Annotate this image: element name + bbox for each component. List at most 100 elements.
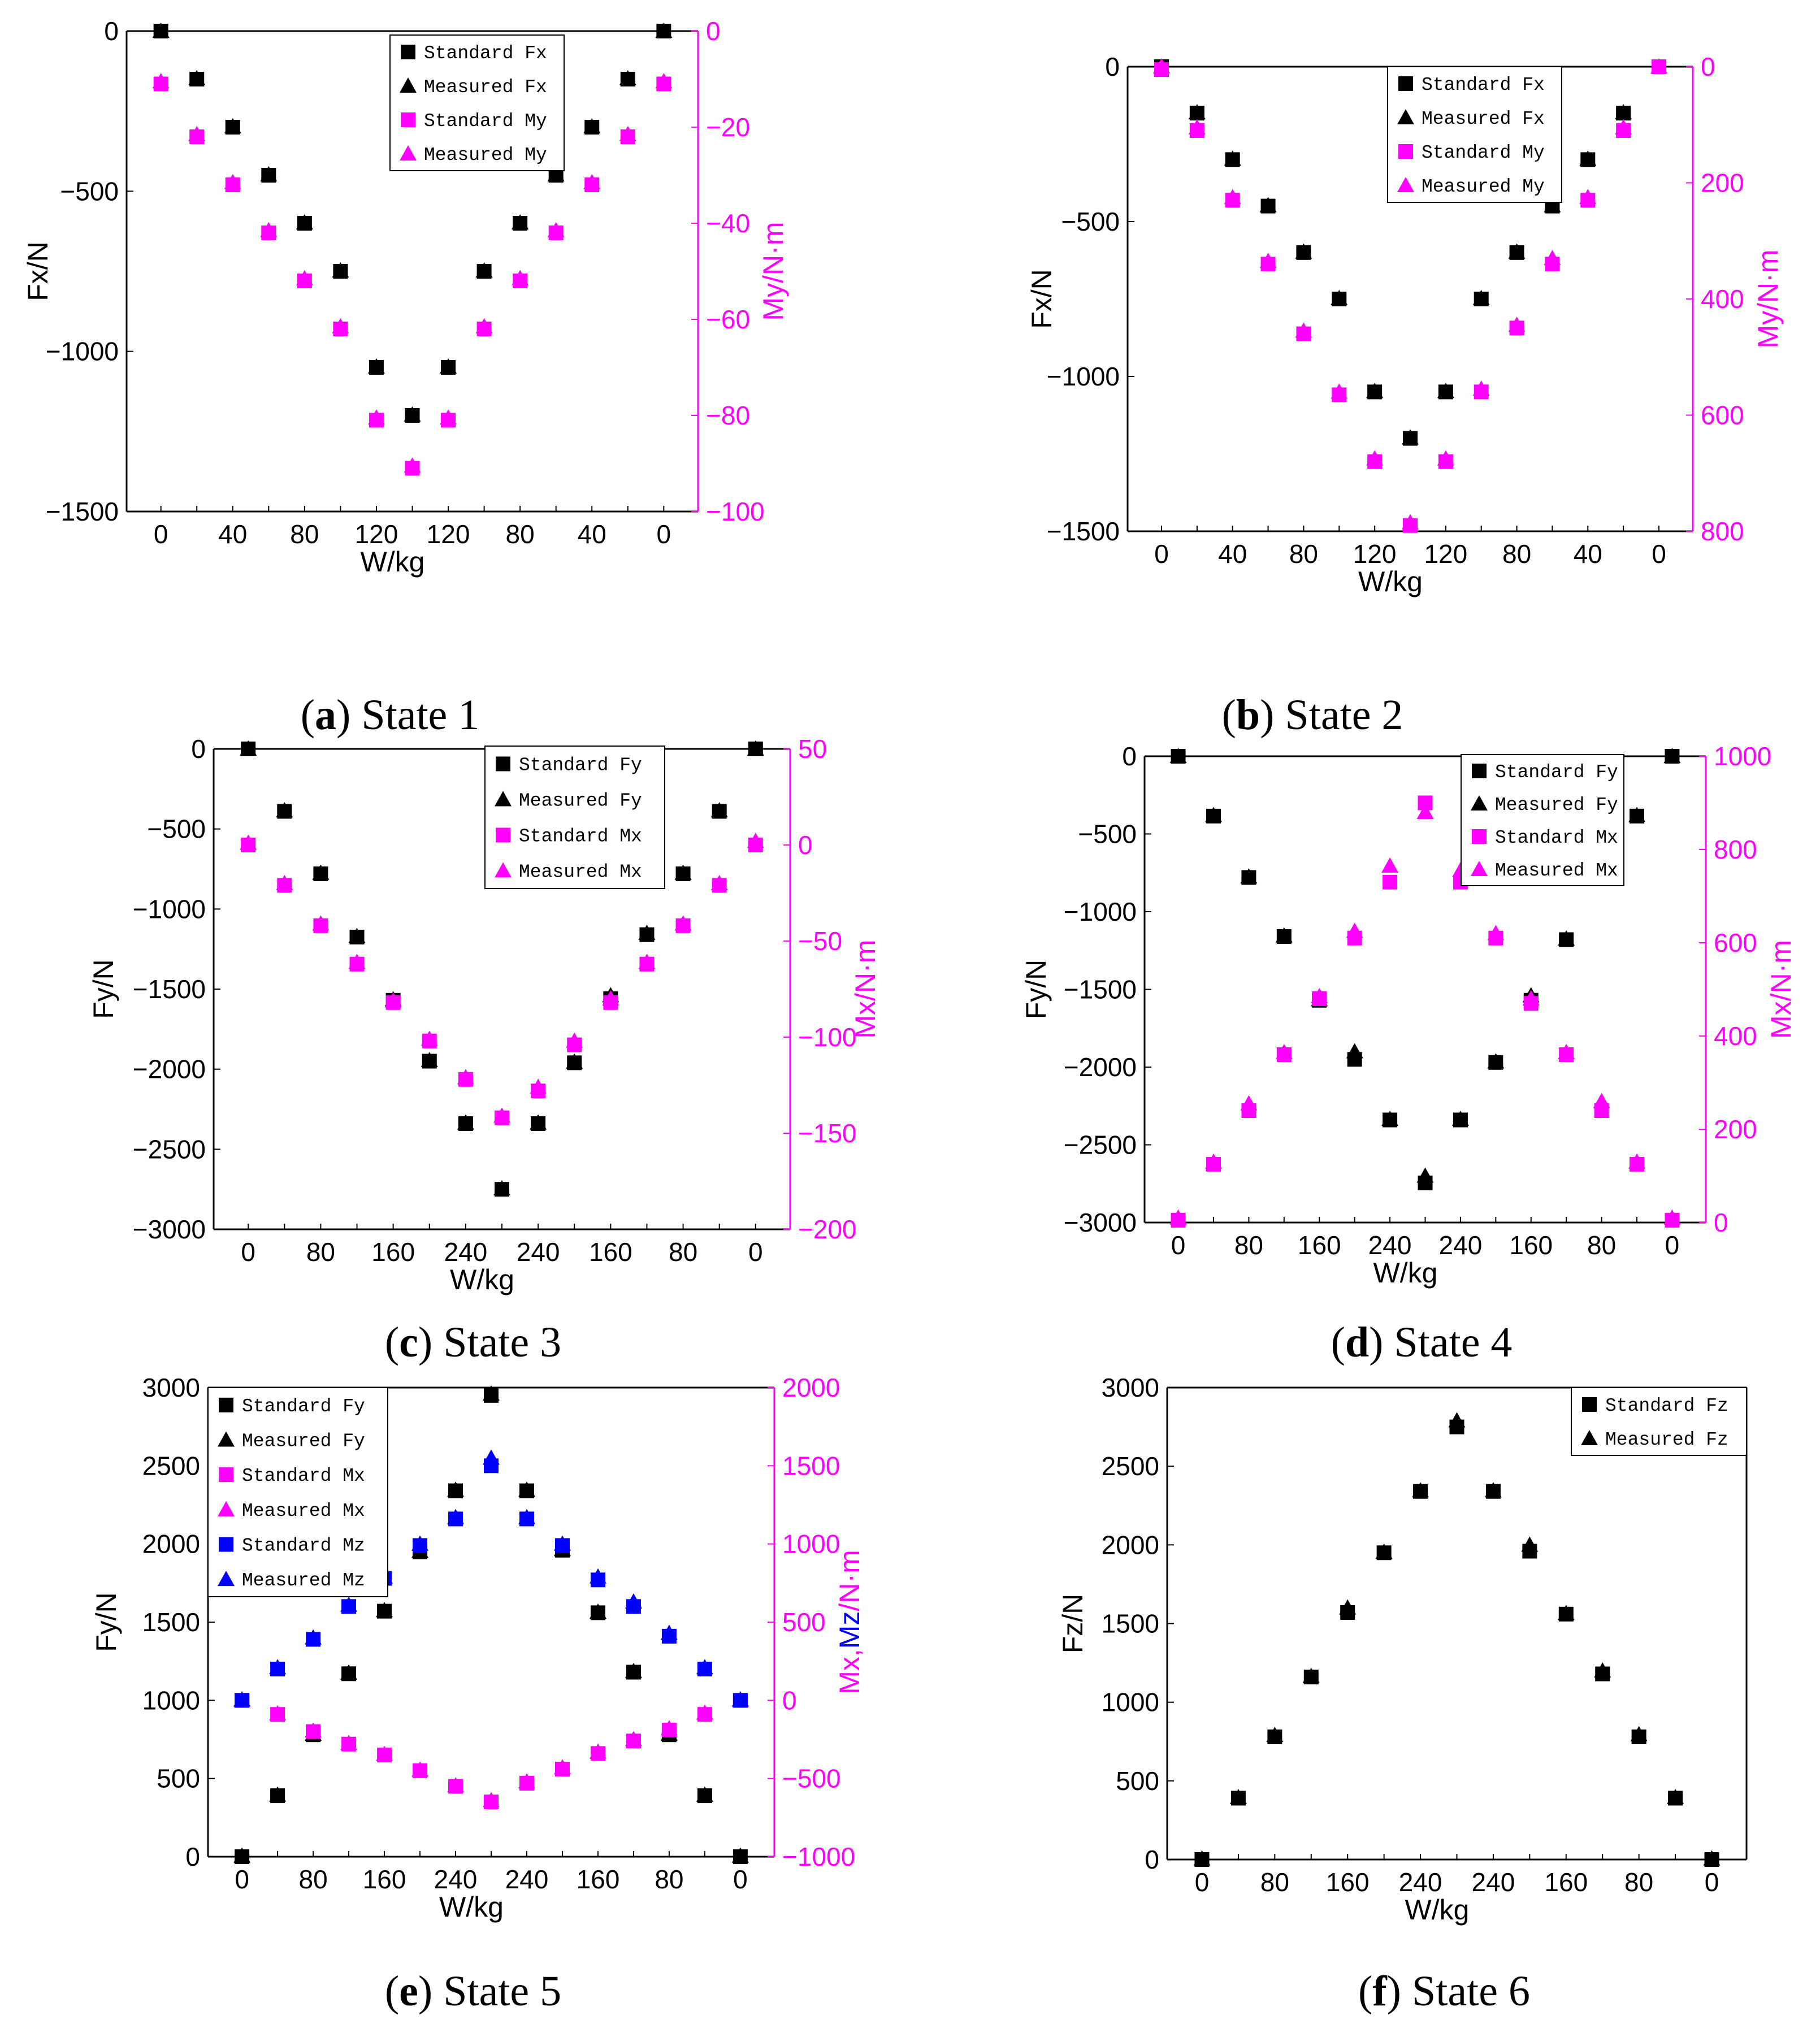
legend-label: Standard Fy [242, 1396, 365, 1417]
legend-label: Measured Fz [1605, 1429, 1728, 1450]
data-point [1508, 317, 1526, 332]
y-tick-label: 2500 [142, 1451, 200, 1480]
caption-paren: ) [418, 1319, 432, 1366]
data-point [305, 1722, 322, 1738]
data-point [224, 118, 241, 133]
y-tick-label: 0 [191, 734, 206, 764]
data-point [731, 1847, 749, 1863]
data-point [188, 70, 206, 85]
y2-label-part: Mx, [834, 1649, 865, 1694]
data-point [1229, 1789, 1247, 1805]
y2-tick-label: −1000 [782, 1842, 855, 1871]
x-tick-label: 0 [733, 1865, 748, 1894]
data-point [1630, 1726, 1648, 1741]
data-point [332, 262, 349, 278]
data-point [421, 1052, 438, 1068]
chart-panel-c: 0−500−1000−1500−2000−2500−3000500−50−100… [88, 734, 881, 1366]
data-point [260, 222, 278, 237]
series-measured-my [152, 73, 673, 473]
y2-tick-label: 200 [1701, 168, 1744, 198]
legend-marker [219, 1397, 233, 1412]
y-tick-label: 0 [104, 16, 119, 46]
series-measured-my [1153, 58, 1667, 530]
x-tick-label: 0 [1195, 1867, 1210, 1897]
data-point [152, 73, 170, 89]
x-tick-label: 0 [1652, 539, 1666, 569]
data-point [483, 1385, 500, 1401]
data-point [660, 1624, 678, 1640]
legend: Standard Fx Measured Fx Standard My Measure… [1387, 66, 1562, 203]
y2-axis-label: Mx/N·m [850, 940, 881, 1039]
data-point [747, 833, 764, 848]
data-point [312, 864, 330, 880]
data-point [1472, 380, 1490, 396]
data-point [312, 915, 330, 931]
y2-tick-label: 0 [782, 1685, 797, 1715]
x-axis-label: W/kg [450, 1264, 514, 1295]
y2-tick-label: 1500 [782, 1451, 840, 1480]
legend: Standard Fx Measured Fx Standard My Measure… [389, 34, 565, 171]
data-point [553, 1759, 571, 1775]
caption-text: State 2 [1274, 691, 1403, 739]
legend-label: Measured Fy [242, 1431, 365, 1452]
data-point [376, 1745, 393, 1761]
y2-tick-label: 800 [1701, 517, 1744, 546]
legend-label: Measured Mz [242, 1570, 365, 1591]
x-tick-label: 240 [517, 1237, 560, 1267]
data-point [696, 1704, 713, 1720]
data-point [1204, 807, 1222, 822]
y-tick-label: 1000 [1102, 1688, 1159, 1717]
y-tick-label: 1500 [1102, 1609, 1159, 1639]
legend: Standard Fz Measured Fz [1571, 1387, 1747, 1456]
y2-tick-label: −80 [706, 401, 750, 430]
data-point [696, 1786, 713, 1802]
data-point [1558, 1043, 1575, 1059]
data-point [655, 73, 673, 89]
data-point [512, 270, 529, 285]
y2-tick-label: 600 [1701, 401, 1744, 430]
legend-label: Standard Mx [1495, 827, 1618, 848]
data-point [1366, 450, 1384, 466]
y2-tick-label: −40 [706, 209, 750, 238]
data-point [457, 1114, 474, 1130]
legend-marker [219, 1537, 233, 1552]
y-axis-label: Fx/N [1026, 269, 1058, 329]
y2-tick-label: 200 [1714, 1115, 1757, 1144]
data-point [376, 1602, 393, 1618]
x-tick-label: 80 [1289, 539, 1318, 569]
x-tick-label: 240 [1368, 1230, 1412, 1260]
legend-marker [400, 145, 417, 161]
x-tick-label: 80 [290, 519, 319, 549]
legend-marker [496, 827, 510, 843]
data-point [1259, 197, 1277, 213]
caption-letter: d [1345, 1319, 1369, 1366]
y2-tick-label: −60 [706, 305, 750, 334]
y2-tick-label: 500 [782, 1607, 826, 1637]
data-point [1224, 150, 1241, 166]
legend-marker [495, 862, 512, 878]
data-point [269, 1705, 287, 1720]
series-standard-mx [235, 1693, 748, 1810]
data-point [1402, 429, 1419, 445]
data-point [1487, 925, 1505, 941]
data-point [447, 1777, 465, 1793]
panel-caption: (d) State 4 [1331, 1319, 1513, 1366]
data-point [1402, 514, 1419, 530]
caption-text: State 4 [1383, 1319, 1512, 1366]
caption-paren: ) [336, 691, 350, 739]
data-point [1615, 119, 1632, 135]
x-tick-label: 240 [434, 1865, 478, 1894]
y-axis-label: Fy/N [1020, 960, 1052, 1020]
data-point [518, 1481, 535, 1497]
y-tick-label: −1500 [133, 974, 206, 1004]
y2-tick-label: −50 [798, 926, 842, 956]
y-tick-label: 2000 [142, 1529, 200, 1559]
data-point [1188, 119, 1206, 135]
legend-label: Standard Mx [242, 1466, 365, 1486]
data-point [367, 358, 385, 374]
data-point [619, 70, 636, 85]
data-point [547, 166, 565, 181]
legend-box [1461, 754, 1624, 886]
caption-paren: ) [1260, 691, 1274, 739]
